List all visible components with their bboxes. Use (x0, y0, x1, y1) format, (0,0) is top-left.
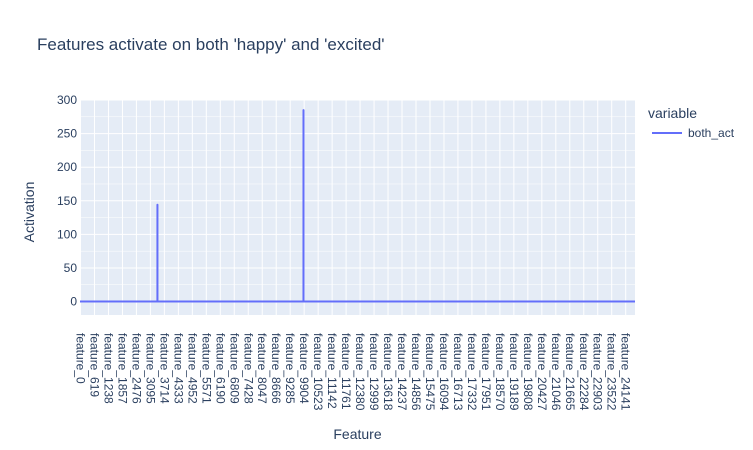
x-tick-label: feature_24141 (619, 333, 633, 411)
x-tick-label: feature_6190 (213, 333, 227, 404)
x-tick-label: feature_8666 (269, 333, 283, 404)
x-tick-label: feature_17951 (479, 333, 493, 411)
y-tick-label: 100 (57, 227, 77, 241)
x-tick-label: feature_21665 (563, 333, 577, 411)
x-tick-label: feature_1857 (115, 333, 129, 404)
x-tick-label: feature_21046 (549, 333, 563, 411)
x-tick-label: feature_3714 (157, 333, 171, 404)
x-tick-label: feature_23522 (605, 333, 619, 411)
x-tick-label: feature_13618 (381, 333, 395, 411)
x-tick-label: feature_18570 (493, 333, 507, 411)
x-tick-label: feature_5571 (199, 333, 213, 404)
series-layer (80, 109, 635, 303)
x-tick-label: feature_14856 (409, 333, 423, 411)
x-tick-label: feature_17332 (465, 333, 479, 411)
x-tick-label: feature_1238 (101, 333, 115, 404)
legend-label-both-act: both_act (688, 126, 735, 140)
x-tick-label: feature_16094 (437, 333, 451, 411)
y-tick-label: 250 (57, 127, 77, 141)
y-axis-title: Activation (21, 182, 37, 243)
x-tick-label: feature_14237 (395, 333, 409, 411)
x-tick-label: feature_0 (74, 333, 88, 384)
x-tick-label: feature_22284 (577, 333, 591, 411)
x-tick-label: feature_15475 (423, 333, 437, 411)
x-tick-label: feature_20427 (535, 333, 549, 411)
x-tick-label: feature_12380 (353, 333, 367, 411)
y-tick-label: 200 (57, 160, 77, 174)
y-tick-label: 0 (70, 295, 77, 309)
y-tick-label: 300 (57, 93, 77, 107)
x-tick-label: feature_6809 (227, 333, 241, 404)
x-tick-label: feature_11142 (325, 333, 339, 409)
chart-title: Features activate on both 'happy' and 'e… (37, 35, 385, 54)
x-tick-label: feature_4952 (185, 333, 199, 404)
y-axis-ticks: 0 50 100 150 200 250 300 (57, 93, 77, 309)
x-tick-label: feature_12999 (367, 333, 381, 411)
x-tick-label: feature_10523 (311, 333, 325, 411)
x-tick-label: feature_8047 (255, 333, 269, 404)
x-tick-label: feature_19808 (521, 333, 535, 411)
x-tick-label: feature_9285 (283, 333, 297, 404)
x-tick-label: feature_9904 (297, 333, 311, 404)
legend-title: variable (648, 105, 697, 121)
y-tick-label: 150 (57, 194, 77, 208)
x-tick-label: feature_11761 (339, 333, 353, 410)
x-axis-ticks: feature_0 feature_619 feature_1238 feature_… (74, 333, 633, 411)
x-tick-label: feature_19189 (507, 333, 521, 411)
x-tick-label: feature_22903 (591, 333, 605, 411)
y-tick-label: 50 (64, 261, 78, 275)
x-tick-label: feature_4333 (171, 333, 185, 404)
x-tick-label: feature_2476 (129, 333, 143, 404)
x-tick-label: feature_3095 (143, 333, 157, 404)
gridlines (80, 99, 635, 315)
x-tick-label: feature_16713 (451, 333, 465, 411)
x-tick-label: feature_7428 (241, 333, 255, 404)
x-tick-label: feature_619 (87, 333, 101, 397)
series-line-both_act[interactable] (80, 109, 635, 303)
legend[interactable]: variable both_act (648, 105, 735, 140)
x-axis-title: Feature (333, 426, 381, 442)
plot-area[interactable] (80, 100, 635, 315)
